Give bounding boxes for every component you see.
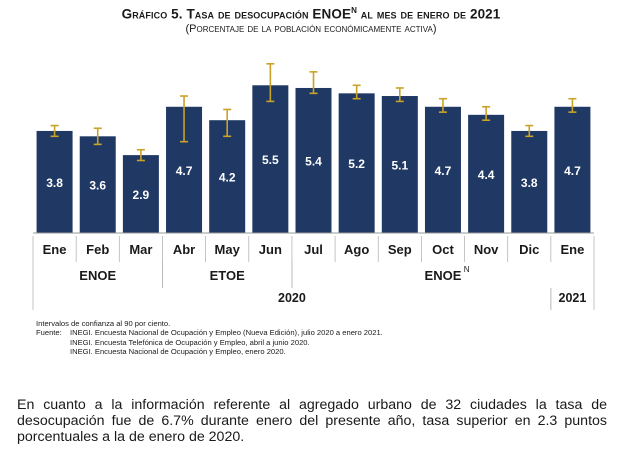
source-line: INEGI. Encuesta Nacional de Ocupación y …: [70, 328, 383, 338]
x-tick-label: Ene: [43, 242, 67, 257]
survey-group-label: ENOE: [425, 268, 462, 283]
x-tick-label: Abr: [173, 242, 195, 257]
survey-group-superscript: N: [464, 265, 470, 274]
data-label: 4.4: [478, 168, 495, 182]
chart-notes: Intervalos de confianza al 90 por ciento…: [36, 319, 383, 356]
survey-group-label: ENOE: [79, 268, 116, 283]
data-label: 3.8: [46, 176, 63, 190]
bar: [209, 120, 246, 233]
bar: [511, 130, 548, 233]
bar: [381, 96, 418, 234]
year-label: 2021: [559, 291, 587, 305]
bar: [36, 130, 73, 233]
source-label: Fuente:: [36, 328, 62, 338]
x-tick-label: Nov: [474, 242, 499, 257]
data-label: 2.9: [133, 188, 150, 202]
x-tick-label: Oct: [432, 242, 454, 257]
data-label: 3.8: [521, 176, 538, 190]
data-label: 5.5: [262, 153, 279, 167]
bar: [338, 93, 375, 233]
data-label: 5.1: [391, 159, 408, 173]
x-tick-label: Dic: [519, 242, 539, 257]
bar: [295, 87, 332, 233]
year-label: 2020: [278, 291, 306, 305]
data-label: 4.7: [435, 164, 452, 178]
x-tick-label: Sep: [388, 242, 412, 257]
bar: [79, 136, 116, 233]
chart-title: Gráfico 5. Tasa de desocupación ENOEN al…: [0, 6, 622, 22]
source-line: INEGI. Encuesta Telefónica de Ocupación …: [70, 337, 310, 347]
chart-title-text: Gráfico 5. Tasa de desocupación ENOE: [121, 6, 352, 22]
bar: [468, 114, 505, 233]
chart-title-suffix: al mes de enero de 2021: [356, 6, 501, 22]
x-tick-label: Ago: [344, 242, 369, 257]
data-label: 3.6: [89, 179, 106, 193]
bar: [122, 155, 159, 233]
data-label: 5.2: [348, 157, 365, 171]
data-label: 4.7: [564, 164, 581, 178]
bar: [554, 106, 591, 233]
confidence-note: Intervalos de confianza al 90 por ciento…: [36, 319, 171, 328]
data-label: 5.4: [305, 154, 322, 168]
bar: [424, 106, 461, 233]
chart-title-superscript: N: [351, 6, 357, 15]
data-label: 4.7: [176, 164, 193, 178]
survey-group-label: ETOE: [210, 268, 245, 283]
x-tick-label: Mar: [129, 242, 152, 257]
data-label: 4.2: [219, 171, 236, 185]
x-tick-label: Jun: [259, 242, 282, 257]
x-tick-label: Ene: [561, 242, 585, 257]
bar-chart: 3.8 3.6 2.9 4.7 4.2 5.5 5.4 5.2 5.1 4.7 4.4 3.8 4.7 E…: [32, 62, 595, 310]
x-tick-label: Feb: [86, 242, 109, 257]
x-tick-label: Jul: [304, 242, 323, 257]
bar: [252, 85, 289, 234]
x-tick-label: May: [215, 242, 241, 257]
chart-subtitle: (Porcentaje de la población económicamen…: [185, 23, 437, 35]
body-paragraph: En cuanto a la información referente al …: [17, 397, 607, 445]
source-line: INEGI. Encuesta Nacional de Ocupación y …: [70, 346, 286, 356]
